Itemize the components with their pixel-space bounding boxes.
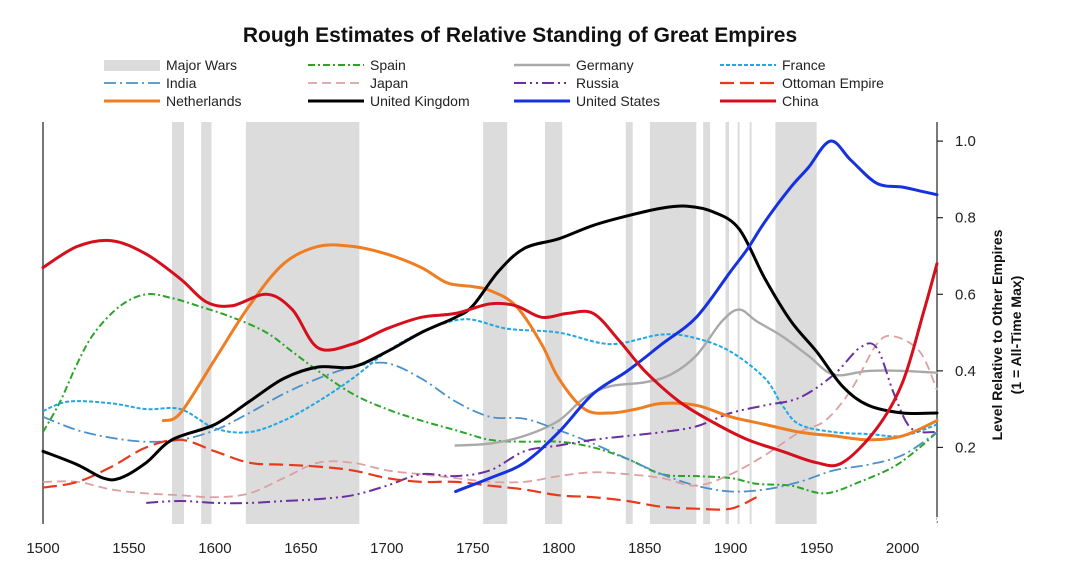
x-tick-label-1950: 1950 [800,540,833,557]
y-axis-label-line-1: Level Relative to Other Empires [989,229,1005,440]
legend-label-france: France [782,57,826,73]
x-tick-label-1650: 1650 [284,540,317,557]
y-tick-label-0: 0.2 [955,439,976,456]
plot-area: 1500 1550 1600 1650 1700 1750 1800 1850 1900 1950… [26,122,976,557]
war-band-0 [171,122,184,524]
series-line-united-states [454,139,939,493]
legend-swatch-major-wars [104,60,160,71]
series-line-russia [146,342,938,505]
wechat-icon [864,513,899,537]
legend-label-china: China [782,93,819,109]
war-band-10 [749,122,752,524]
legend-label-netherlands: Netherlands [166,93,242,109]
y-tick-label-3: 0.8 [955,210,976,227]
y-tick-label-2: 0.6 [955,286,976,303]
series-line-japan [42,334,938,499]
war-band-4 [545,122,563,524]
y-axis-label-line-2: (1 = All-Time Max) [1008,276,1024,395]
x-tick-label-1700: 1700 [370,540,403,557]
x-tick-label-1850: 1850 [628,540,661,557]
x-tick-label-1750: 1750 [456,540,489,557]
x-tick-label-1600: 1600 [198,540,231,557]
y-tick-label-1: 0.4 [955,363,976,380]
legend-label-ottoman-empire: Ottoman Empire [782,75,884,91]
series-line-india [42,361,938,493]
y-tick-label-4: 1.0 [955,133,976,150]
x-tick-label-1550: 1550 [112,540,145,557]
war-band-5 [625,122,633,524]
legend-label-russia: Russia [576,75,619,91]
legend-label-united-kingdom: United Kingdom [370,93,470,109]
war-band-1 [201,122,212,524]
war-band-7 [703,122,711,524]
legend-label-united-states: United States [576,93,660,109]
x-tick-label-1800: 1800 [542,540,575,557]
series-line-netherlands [161,243,939,442]
series-line-united-kingdom [41,204,939,482]
legend-label-germany: Germany [576,57,634,73]
legend-label-japan: Japan [370,75,408,91]
x-tick-label-1500: 1500 [26,540,59,557]
war-band-9 [737,122,740,524]
x-tick-label-1900: 1900 [714,540,747,557]
war-band-8 [725,122,729,524]
watermark-text: 经济学家圈 [904,514,999,536]
series-line-ottoman-empire [42,438,757,511]
series-line-spain [42,293,938,495]
legend: Major Wars Spain Germany France India Japan Ru… [104,57,884,109]
series-line-china [41,238,939,468]
watermark: 经济学家圈 [864,513,999,537]
series-line-germany [454,308,939,447]
legend-label-spain: Spain [370,57,406,73]
chart-title: Rough Estimates of Relative Standing of … [243,24,797,47]
series-line-france [42,318,938,438]
x-tick-label-2000: 2000 [886,540,919,557]
legend-label-india: India [166,75,197,91]
legend-label-major-wars: Major Wars [166,57,237,73]
